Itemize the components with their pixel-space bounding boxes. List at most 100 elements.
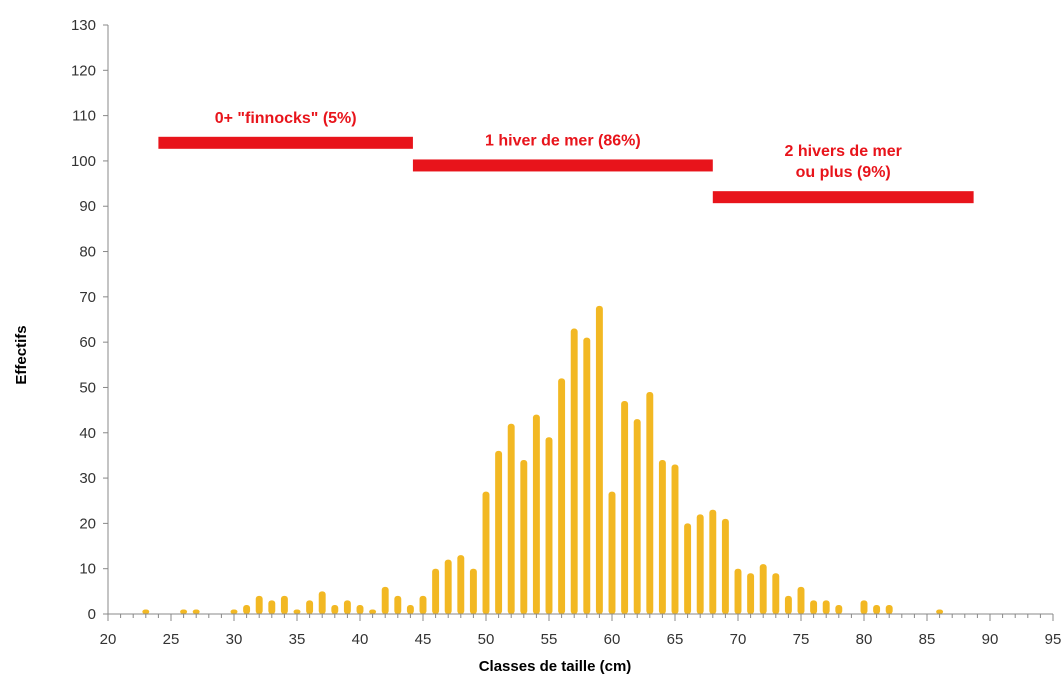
plot-background <box>108 25 1053 614</box>
y-tick-label: 80 <box>79 244 96 261</box>
histogram-bar <box>532 414 540 614</box>
age-class-label: 0+ "finnocks" (5%) <box>215 110 357 127</box>
histogram-bar <box>243 604 251 614</box>
y-tick-label: 130 <box>71 17 96 34</box>
bars-group <box>142 305 944 614</box>
x-axis-title: Classes de taille (cm) <box>479 658 632 675</box>
histogram-bar <box>797 586 805 614</box>
histogram-bar <box>885 604 893 614</box>
histogram-bar <box>507 423 515 614</box>
histogram-bar <box>595 305 603 614</box>
age-class-range-bar <box>412 159 713 172</box>
histogram-bar <box>558 378 566 614</box>
x-tick-label: 55 <box>541 631 558 648</box>
histogram-bar <box>268 600 276 614</box>
histogram-bar <box>608 491 616 614</box>
histogram-bar <box>444 559 452 614</box>
histogram-bar <box>331 604 339 614</box>
histogram-bar <box>394 595 402 614</box>
histogram-bar <box>658 459 666 614</box>
histogram-bar <box>230 609 238 614</box>
histogram-bar <box>318 591 326 614</box>
histogram-bar <box>646 391 654 614</box>
y-axis-title: Effectifs <box>13 325 30 384</box>
histogram-bar <box>419 595 427 614</box>
histogram-bar <box>696 514 704 614</box>
y-tick-label: 30 <box>79 470 96 487</box>
histogram-bar <box>759 564 767 614</box>
histogram-bar <box>545 437 553 614</box>
annotations-group: 0+ "finnocks" (5%) 1 hiver de mer (86%) 2 … <box>158 110 974 204</box>
y-tick-label: 120 <box>71 62 96 79</box>
y-tick-label: 90 <box>79 198 96 215</box>
histogram-bar <box>306 600 314 614</box>
x-tick-label: 45 <box>415 631 432 648</box>
axes-group: 0 10 20 30 40 50 60 70 80 90 100 110 120 130 20 25 30 35 4… <box>71 17 1061 648</box>
x-tick-label: 95 <box>1045 631 1061 648</box>
histogram-bar <box>772 573 780 614</box>
histogram-bar <box>356 604 364 614</box>
age-class-label: 2 hivers de mer <box>785 143 902 160</box>
x-tick-label: 60 <box>604 631 621 648</box>
x-tick-label: 90 <box>982 631 999 648</box>
y-tick-label: 20 <box>79 515 96 532</box>
histogram-bar <box>432 568 440 614</box>
y-tick-label: 100 <box>71 153 96 170</box>
histogram-bar <box>684 523 692 614</box>
histogram-bar <box>570 328 578 614</box>
histogram-bar <box>621 401 629 614</box>
histogram-bar <box>822 600 830 614</box>
histogram-bar <box>495 450 503 614</box>
histogram-bar <box>142 609 150 614</box>
y-tick-label: 70 <box>79 289 96 306</box>
age-class-range-bar <box>158 136 413 149</box>
y-tick-label: 10 <box>79 561 96 578</box>
histogram-bar <box>873 604 881 614</box>
y-tick-label: 40 <box>79 425 96 442</box>
histogram-bar <box>633 419 641 614</box>
x-tick-label: 65 <box>667 631 684 648</box>
plot-area <box>108 25 1053 614</box>
x-tick-label: 85 <box>919 631 936 648</box>
histogram-bar <box>810 600 818 614</box>
histogram-bar <box>583 337 591 614</box>
histogram-bar <box>709 509 717 614</box>
age-class-range-bar <box>712 191 974 204</box>
histogram-bar <box>406 604 414 614</box>
histogram-bar <box>747 573 755 614</box>
histogram-bar <box>381 586 389 614</box>
histogram-bar <box>457 555 465 614</box>
x-tick-label: 50 <box>478 631 495 648</box>
x-tick-label: 35 <box>289 631 306 648</box>
histogram-bar <box>343 600 351 614</box>
histogram-bar <box>369 609 377 614</box>
histogram-bar <box>293 609 301 614</box>
y-tick-label: 0 <box>88 606 96 623</box>
y-tick-label: 110 <box>72 108 96 125</box>
histogram-bar <box>671 464 679 614</box>
histogram-bar <box>721 518 729 614</box>
y-tick-label: 50 <box>79 379 96 396</box>
histogram-bar <box>469 568 477 614</box>
x-tick-label: 40 <box>352 631 369 648</box>
x-tick-label: 75 <box>793 631 810 648</box>
histogram-bar <box>936 609 944 614</box>
histogram-bar <box>734 568 742 614</box>
y-tick-label: 60 <box>79 334 96 351</box>
histogram-bar <box>784 595 792 614</box>
histogram-bar <box>255 595 263 614</box>
x-tick-label: 20 <box>100 631 117 648</box>
x-tick-label: 80 <box>856 631 873 648</box>
x-tick-label: 25 <box>163 631 180 648</box>
age-class-label: 1 hiver de mer (86%) <box>485 132 641 149</box>
histogram-bar <box>520 459 528 614</box>
histogram-bar <box>180 609 188 614</box>
histogram-bar <box>192 609 200 614</box>
histogram-bar <box>835 604 843 614</box>
histogram-bar <box>482 491 490 614</box>
x-tick-label: 30 <box>226 631 243 648</box>
histogram-bar <box>860 600 868 614</box>
x-tick-label: 70 <box>730 631 747 648</box>
histogram-bar <box>280 595 288 614</box>
